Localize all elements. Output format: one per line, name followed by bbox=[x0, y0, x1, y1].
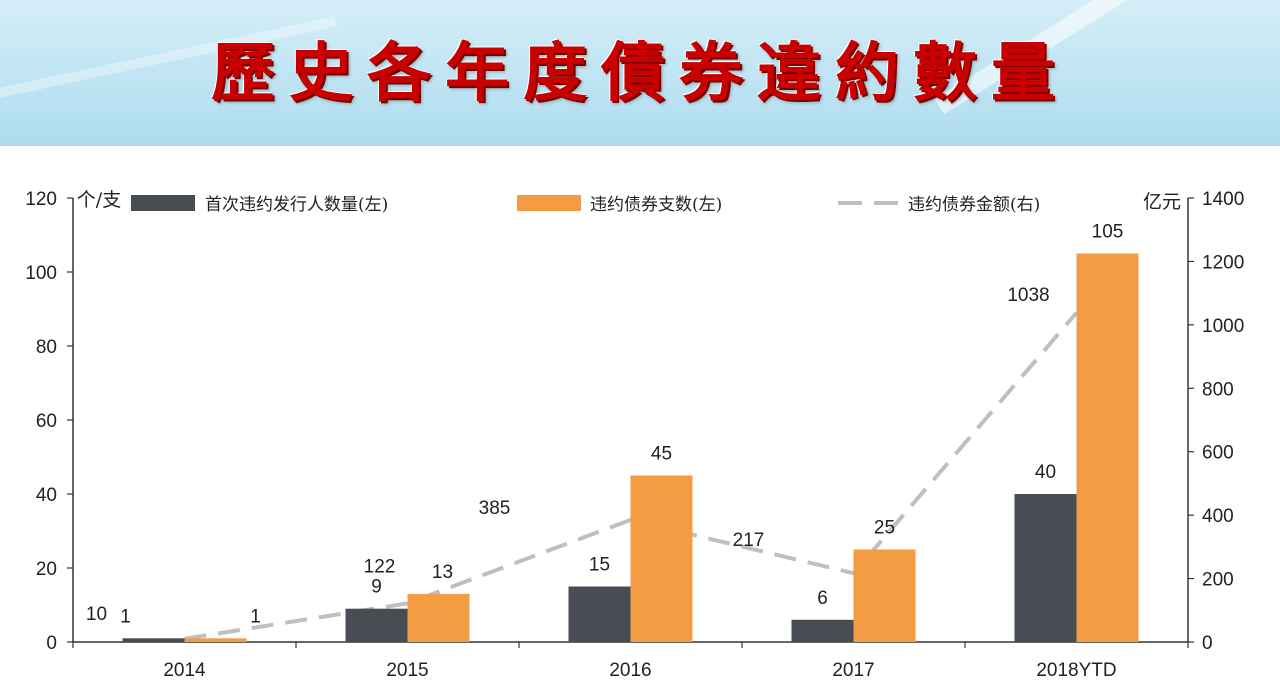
right-tick-label: 200 bbox=[1202, 570, 1234, 591]
bar-default-bond-count bbox=[630, 475, 693, 642]
right-axis-unit: 亿元 bbox=[1143, 191, 1181, 213]
bar-first-default-issuers bbox=[568, 586, 631, 642]
right-tick-label: 0 bbox=[1202, 633, 1213, 654]
bar-default-bond-count bbox=[407, 593, 470, 642]
data-label-bond-count: 105 bbox=[1092, 222, 1124, 243]
left-tick-label: 120 bbox=[25, 189, 57, 210]
chart-panel: 0 20 40 60 80 100 120 0 200 400 600 800 1000 1200 1400… bbox=[0, 146, 1280, 691]
right-tick-label: 1200 bbox=[1202, 252, 1244, 273]
data-label-bond-count: 25 bbox=[874, 518, 895, 539]
legend-label-issuers: 首次违约发行人数量(左) bbox=[205, 195, 388, 215]
x-tick-label: 2014 bbox=[163, 660, 206, 681]
legend-label-amount: 违约债券金额(右) bbox=[908, 195, 1040, 215]
legend-label-bond-count: 违约债券支数(左) bbox=[590, 195, 722, 215]
chart-title: 歷史各年度債券違約數量 bbox=[211, 37, 1069, 111]
data-label-amount: 122 bbox=[364, 556, 396, 577]
left-tick-label: 80 bbox=[36, 337, 57, 358]
left-tick-label: 40 bbox=[36, 485, 57, 506]
bar-default-bond-count bbox=[184, 638, 247, 642]
data-label-bond-count: 1 bbox=[250, 606, 261, 627]
left-tick-label: 0 bbox=[46, 633, 57, 654]
right-tick-label: 400 bbox=[1202, 506, 1234, 527]
bar-default-bond-count bbox=[853, 549, 916, 642]
x-tick-label: 2015 bbox=[386, 660, 428, 681]
x-tick-label: 2016 bbox=[609, 660, 651, 681]
data-label-issuers: 40 bbox=[1035, 462, 1056, 483]
left-tick-label: 20 bbox=[36, 559, 57, 580]
right-tick-label: 1400 bbox=[1202, 189, 1244, 210]
bar-first-default-issuers bbox=[345, 608, 408, 642]
data-label-issuers: 15 bbox=[589, 555, 610, 576]
data-label-amount: 217 bbox=[733, 530, 765, 551]
bar-first-default-issuers bbox=[1014, 494, 1077, 642]
data-label-amount: 10 bbox=[86, 604, 107, 625]
left-tick-label: 100 bbox=[25, 263, 57, 284]
legend-swatch-bond-count bbox=[517, 195, 581, 211]
legend-swatch-issuers bbox=[131, 195, 195, 211]
right-tick-label: 600 bbox=[1202, 443, 1234, 464]
data-label-bond-count: 45 bbox=[651, 444, 672, 465]
right-tick-label: 1000 bbox=[1202, 316, 1244, 337]
title-banner: 歷史各年度債券違約數量 bbox=[0, 0, 1280, 146]
right-tick-label: 800 bbox=[1202, 379, 1234, 400]
data-label-issuers: 6 bbox=[817, 588, 828, 609]
left-tick-label: 60 bbox=[36, 411, 57, 432]
data-label-issuers: 1 bbox=[120, 606, 131, 627]
x-tick-label: 2018YTD bbox=[1036, 660, 1116, 681]
data-label-bond-count: 13 bbox=[432, 562, 453, 583]
left-axis-unit: 个/支 bbox=[77, 189, 121, 211]
bond-default-chart: 0204060801001200200400600800100012001400… bbox=[25, 189, 1244, 681]
data-label-amount: 1038 bbox=[1007, 285, 1049, 306]
bar-default-bond-count bbox=[1076, 253, 1139, 642]
x-tick-label: 2017 bbox=[832, 660, 874, 681]
data-label-issuers: 9 bbox=[371, 577, 382, 598]
bar-first-default-issuers bbox=[791, 619, 854, 642]
data-label-amount: 385 bbox=[479, 498, 511, 519]
bar-first-default-issuers bbox=[122, 638, 185, 642]
